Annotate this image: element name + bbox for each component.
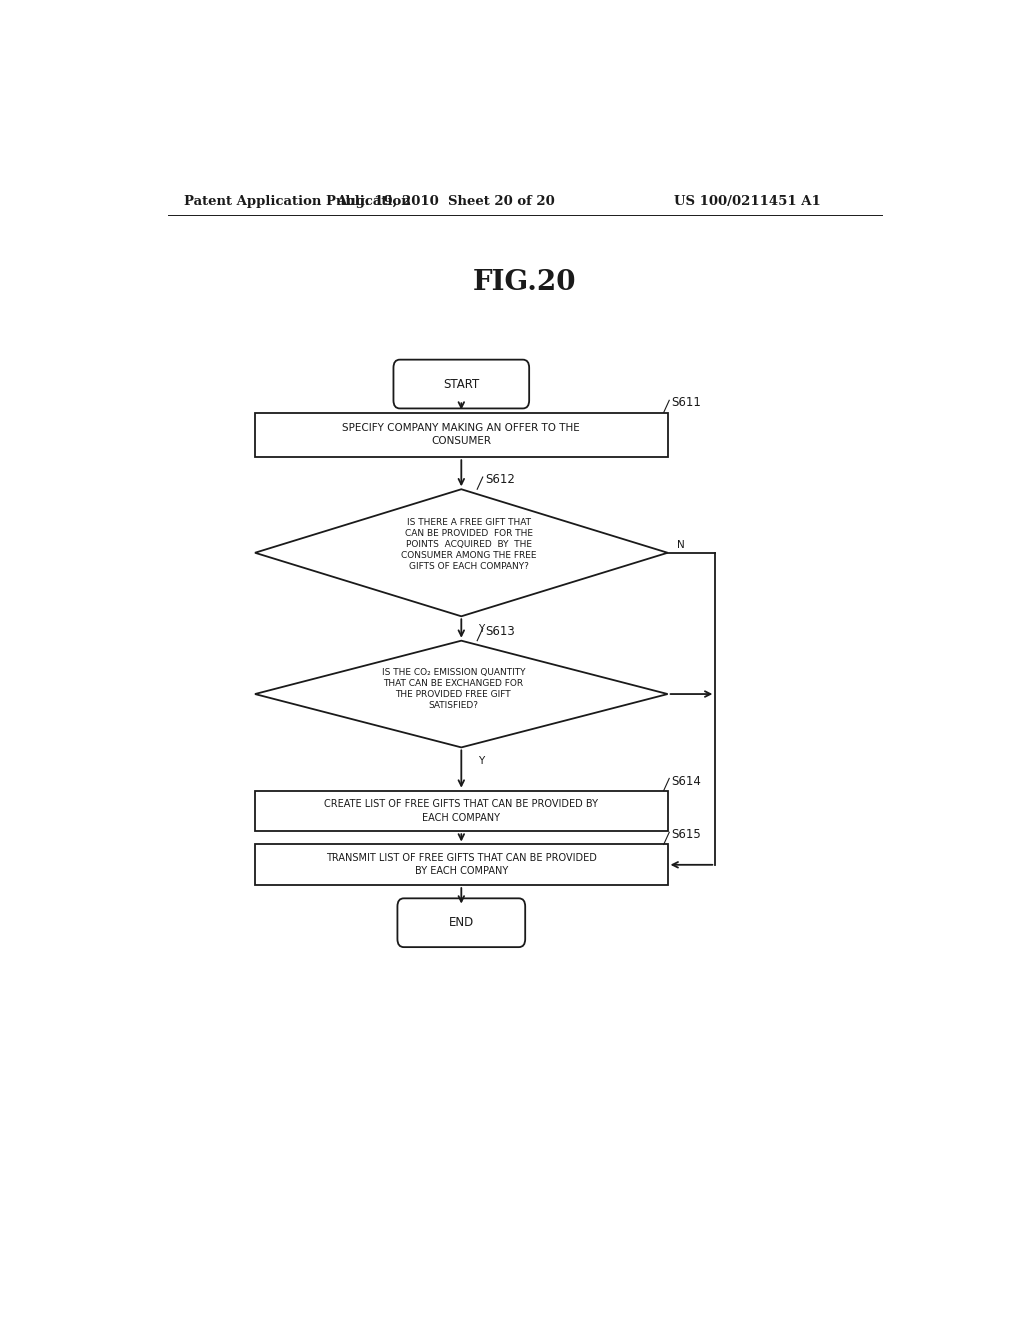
Text: Patent Application Publication: Patent Application Publication: [183, 194, 411, 207]
Polygon shape: [255, 490, 668, 616]
Text: S615: S615: [672, 829, 701, 841]
Bar: [255, 412, 668, 457]
Text: FIG.20: FIG.20: [473, 269, 577, 296]
Bar: [255, 845, 668, 886]
FancyBboxPatch shape: [397, 899, 525, 948]
Text: IS THERE A FREE GIFT THAT
CAN BE PROVIDED  FOR THE
POINTS  ACQUIRED  BY  THE
CON: IS THERE A FREE GIFT THAT CAN BE PROVIDE…: [401, 517, 537, 572]
Text: US 100/0211451 A1: US 100/0211451 A1: [674, 194, 820, 207]
Text: SPECIFY COMPANY MAKING AN OFFER TO THE
CONSUMER: SPECIFY COMPANY MAKING AN OFFER TO THE C…: [342, 424, 581, 446]
Text: N: N: [677, 540, 685, 549]
Text: S611: S611: [672, 396, 701, 409]
Text: S612: S612: [485, 473, 515, 486]
Text: START: START: [443, 378, 479, 391]
Text: S614: S614: [672, 775, 701, 788]
Text: TRANSMIT LIST OF FREE GIFTS THAT CAN BE PROVIDED
BY EACH COMPANY: TRANSMIT LIST OF FREE GIFTS THAT CAN BE …: [326, 853, 597, 876]
Text: END: END: [449, 916, 474, 929]
Text: Aug. 19, 2010  Sheet 20 of 20: Aug. 19, 2010 Sheet 20 of 20: [336, 194, 555, 207]
Text: Y: Y: [478, 624, 484, 635]
FancyBboxPatch shape: [393, 359, 529, 408]
Text: CREATE LIST OF FREE GIFTS THAT CAN BE PROVIDED BY
EACH COMPANY: CREATE LIST OF FREE GIFTS THAT CAN BE PR…: [325, 800, 598, 822]
Polygon shape: [255, 640, 668, 747]
Text: S613: S613: [485, 624, 515, 638]
Text: Y: Y: [478, 755, 484, 766]
Text: IS THE CO₂ EMISSION QUANTITY
THAT CAN BE EXCHANGED FOR
THE PROVIDED FREE GIFT
SA: IS THE CO₂ EMISSION QUANTITY THAT CAN BE…: [382, 668, 525, 710]
Bar: [255, 791, 668, 832]
